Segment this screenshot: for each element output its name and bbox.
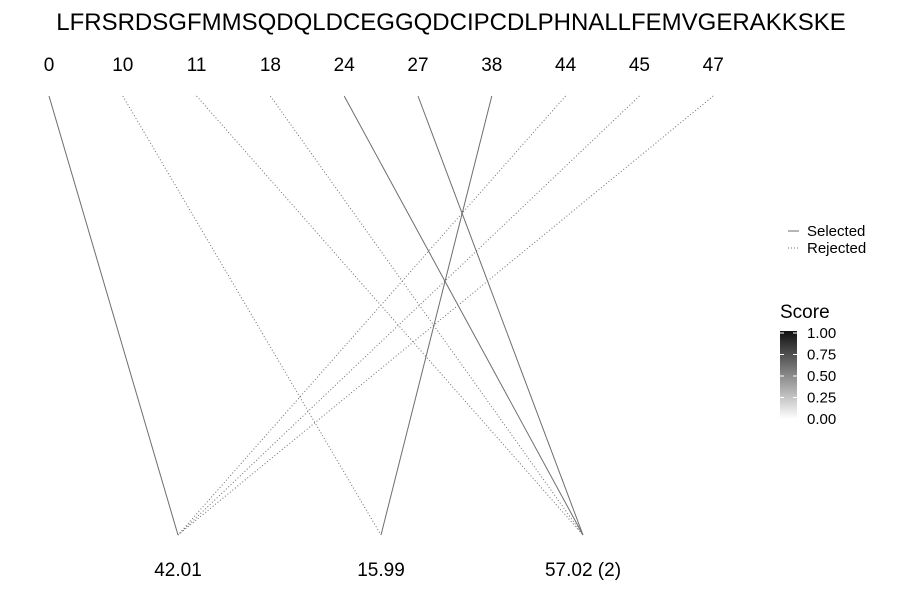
peptide-sequence: LFRSRDSGFMMSQDQLDCEGGQDCIPCDLPHNALLFEMVG… <box>56 9 845 36</box>
rejected-link-line <box>122 95 382 536</box>
selected-link-line <box>380 95 493 536</box>
rejected-link-line <box>177 95 640 536</box>
score-tick-label: 0.50 <box>807 368 836 385</box>
position-label: 18 <box>260 55 281 76</box>
mass-label: 42.01 <box>154 560 202 581</box>
position-label: 10 <box>112 55 133 76</box>
selected-link-line <box>417 95 584 536</box>
position-label: 11 <box>187 55 207 76</box>
score-title: Score <box>780 302 830 323</box>
score-tick-label: 1.00 <box>807 325 836 342</box>
position-label: 44 <box>555 55 577 76</box>
position-labels: 0 10 11 18 24 27 38 44 45 47 <box>44 55 724 76</box>
score-tick-label: 0.25 <box>807 390 836 407</box>
score-ticks: 1.00 0.75 0.50 0.25 0.00 <box>780 325 836 428</box>
position-label: 24 <box>334 55 356 76</box>
score-gradient-bar <box>780 331 797 419</box>
mass-labels: 42.01 15.99 57.02 (2) <box>154 560 621 581</box>
rejected-link-line <box>196 95 584 536</box>
score-tick-label: 0.00 <box>807 411 836 428</box>
position-label: 27 <box>407 55 428 76</box>
position-label: 47 <box>703 55 724 76</box>
rejected-link-line <box>269 95 584 536</box>
position-label: 38 <box>481 55 502 76</box>
rejected-link-line <box>177 95 566 536</box>
link-lines <box>48 95 714 536</box>
legend-selected-label: Selected <box>807 223 865 240</box>
score-colorbar: Score 1.00 0.75 0.50 0.25 0.00 <box>780 302 836 428</box>
line-type-legend: Selected Rejected <box>788 223 866 257</box>
rejected-link-line <box>177 95 714 536</box>
score-tick-label: 0.75 <box>807 347 836 364</box>
position-label: 45 <box>629 55 650 76</box>
legend-rejected-label: Rejected <box>807 240 866 257</box>
mass-label: 57.02 (2) <box>545 560 621 581</box>
mass-label: 15.99 <box>357 560 405 581</box>
selected-link-line <box>48 95 179 536</box>
selected-link-line <box>343 95 584 536</box>
position-label: 0 <box>44 55 55 76</box>
